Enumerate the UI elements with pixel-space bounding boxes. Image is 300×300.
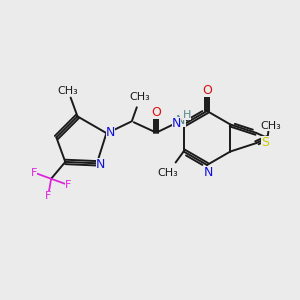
Text: S: S: [261, 136, 269, 149]
Text: CH₃: CH₃: [260, 121, 281, 131]
Text: O: O: [202, 83, 212, 97]
Text: O: O: [151, 106, 161, 119]
Text: N: N: [106, 126, 115, 139]
Text: N: N: [96, 158, 106, 171]
Text: F: F: [65, 180, 71, 190]
Text: H: H: [183, 110, 191, 120]
Text: F: F: [31, 168, 38, 178]
Text: CH₃: CH₃: [57, 85, 78, 96]
Text: CH₃: CH₃: [157, 169, 178, 178]
Text: N: N: [172, 117, 181, 130]
Text: N: N: [176, 114, 185, 127]
Text: N: N: [203, 166, 213, 178]
Text: CH₃: CH₃: [129, 92, 150, 102]
Text: F: F: [45, 191, 51, 202]
